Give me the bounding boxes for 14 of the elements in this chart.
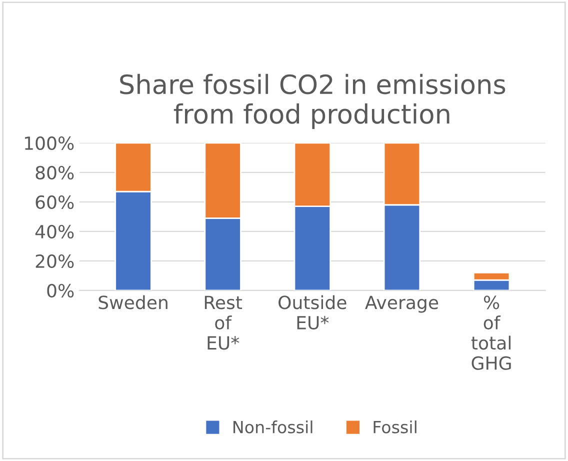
y-tick-label: 0% (47, 284, 74, 298)
x-tick-label: Sweden (98, 295, 168, 310)
legend-label: Non-fossil (234, 420, 312, 434)
x-tick-label: Rest of EU* (204, 296, 242, 350)
x-tick-label: % of total GHG (471, 296, 511, 370)
y-tick-label: 100% (25, 136, 74, 150)
legend-label: Fossil (374, 420, 416, 434)
chart-title: Share fossil CO2 in emissions from food production (120, 74, 506, 129)
y-tick-label: 40% (35, 224, 74, 239)
y-tick-label: 80% (36, 166, 74, 180)
x-tick-label: Average (365, 296, 438, 313)
y-tick-label: 20% (36, 254, 74, 268)
y-tick-label: 60% (36, 195, 74, 210)
x-tick-label: Outside EU* (278, 295, 346, 330)
